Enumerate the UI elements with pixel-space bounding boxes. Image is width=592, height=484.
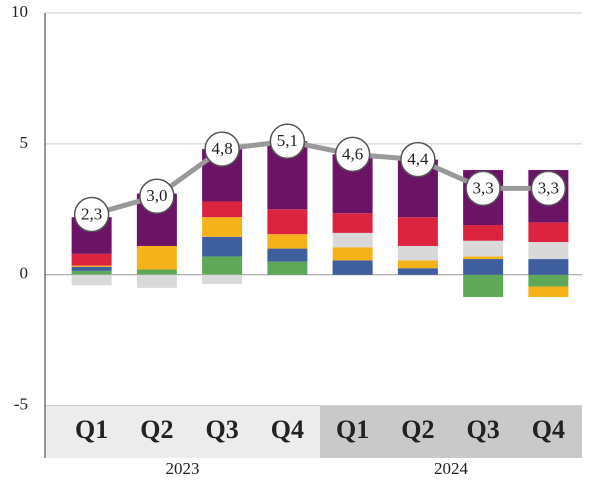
bar-segment <box>528 259 569 275</box>
line-marker <box>334 136 371 173</box>
bar-segment <box>397 268 438 275</box>
x-tick-label: Q1 <box>336 415 369 444</box>
y-tick-label: 10 <box>11 2 28 21</box>
bar-segment <box>202 236 243 257</box>
bar-segment <box>267 234 308 249</box>
bar-segment <box>267 261 308 275</box>
data-label: 5,1 <box>277 131 298 150</box>
bar-segment <box>202 256 243 275</box>
bar-segment <box>71 270 112 275</box>
x-tick-label: Q4 <box>271 415 304 444</box>
bar-segment <box>332 232 373 248</box>
bar-segment <box>463 256 504 260</box>
category-band <box>45 405 320 458</box>
bar-segment <box>463 274 504 298</box>
bar-segment <box>332 213 373 233</box>
bar-segment <box>332 247 373 261</box>
y-tick-label: 0 <box>20 264 29 283</box>
data-label: 4,6 <box>342 144 363 163</box>
data-label: 3,0 <box>146 186 167 205</box>
x-tick-label: Q1 <box>75 415 108 444</box>
bar-segment <box>71 266 112 271</box>
bar-segment <box>397 260 438 269</box>
bar-segment <box>397 245 438 261</box>
category-band <box>320 405 582 458</box>
bar-segment <box>267 209 308 235</box>
data-label: 2,3 <box>81 204 102 223</box>
x-tick-label: Q2 <box>401 415 434 444</box>
line-marker <box>269 123 306 160</box>
bar-segment <box>463 259 504 275</box>
bar-segment <box>136 274 177 288</box>
bar-segment <box>202 201 243 218</box>
bar-segment <box>136 245 177 270</box>
x-tick-label: Q3 <box>206 415 239 444</box>
bar-segment <box>463 225 504 241</box>
line-marker <box>400 141 436 178</box>
bar-segment <box>71 265 112 267</box>
y-tick-label: -5 <box>14 395 28 414</box>
bar-segment <box>136 269 177 275</box>
bar-segment <box>202 274 243 284</box>
bar-segment <box>528 242 569 260</box>
bar-segment <box>528 222 569 243</box>
x-tick-label: Q3 <box>467 415 500 444</box>
bar-segment <box>332 260 373 275</box>
bar-segment <box>71 253 112 266</box>
line-marker <box>204 131 240 167</box>
line-marker <box>465 170 501 207</box>
data-label: 3,3 <box>473 178 494 197</box>
line-marker <box>139 178 175 214</box>
data-label: 4,8 <box>212 139 233 158</box>
line-marker <box>73 196 110 233</box>
y-tick-label: 5 <box>20 133 29 152</box>
bar-segment <box>71 274 112 286</box>
bar-segment <box>267 248 308 262</box>
x-tick-label: Q4 <box>532 415 565 444</box>
bar-segment <box>202 217 243 237</box>
data-label: 4,4 <box>407 149 429 168</box>
data-label: 3,3 <box>538 178 559 197</box>
bar-segment <box>528 286 569 298</box>
bar-segment <box>397 217 438 246</box>
group-label: 2023 <box>166 459 200 478</box>
line-marker <box>530 170 567 207</box>
bar-segment <box>528 274 569 287</box>
group-label: 2024 <box>434 459 469 478</box>
x-tick-label: Q2 <box>140 415 173 444</box>
bar-segment <box>463 240 504 257</box>
